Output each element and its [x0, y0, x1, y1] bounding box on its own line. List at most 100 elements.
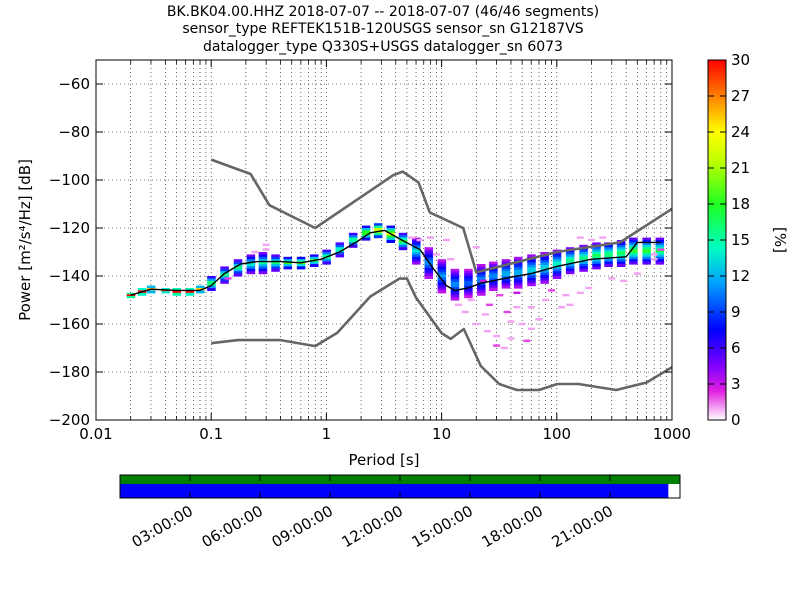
psd-density-cell: [172, 292, 182, 296]
psd-density-cell: [527, 275, 536, 279]
psd-density-cell: [322, 249, 331, 253]
psd-density-cell: [398, 247, 408, 251]
psd-outlier-cell: [496, 294, 504, 297]
colorbar: 0 3 6 9 12 15 18 21 24 27 30 [%]: [707, 51, 789, 429]
psd-density-cell: [655, 261, 665, 265]
psd-outlier-cell: [503, 310, 511, 314]
psd-outlier-cell: [558, 306, 566, 309]
psd-outlier-cell: [479, 279, 487, 282]
psd-outlier-cell: [472, 322, 480, 326]
psd-outlier-cell: [447, 258, 455, 261]
psd-outlier-cell: [454, 303, 462, 306]
psd-density-cell: [642, 244, 651, 248]
psd-density-cell: [464, 290, 473, 294]
psd-density-cell: [477, 264, 486, 268]
psd-density-cell: [348, 240, 358, 243]
psd-density-cell: [629, 254, 638, 258]
coverage-time-label: 18:00:00: [479, 502, 546, 551]
psd-density-cell: [424, 257, 434, 261]
psd-density-cell: [283, 261, 293, 265]
psd-density-cell: [540, 280, 549, 284]
y-tick-label: −100: [49, 171, 90, 189]
psd-outlier-cell: [513, 291, 521, 294]
psd-density-cell: [477, 277, 486, 281]
psd-density-cell: [552, 271, 562, 275]
x-tick-label: 0.01: [79, 425, 112, 443]
plot-frame: [95, 59, 673, 421]
psd-density-cell: [450, 294, 460, 298]
psd-density-cell: [604, 244, 613, 248]
psd-outlier-cell: [500, 346, 508, 350]
psd-density-cell: [552, 254, 562, 258]
colorbar-tick-label: 0: [731, 411, 741, 429]
psd-density-cell: [424, 255, 434, 259]
psd-density-cell: [604, 254, 613, 258]
psd-density-cell: [450, 279, 460, 283]
nlnm-curve: [211, 277, 672, 392]
psd-density-cell: [629, 244, 638, 248]
psd-density-cell: [437, 282, 447, 286]
psd-outlier-cell: [576, 236, 584, 239]
psd-density-cell: [424, 262, 434, 266]
psd-density-cell: [501, 259, 511, 263]
psd-density-cell: [477, 266, 486, 270]
psd-density-cell: [464, 276, 473, 279]
psd-density-cell: [146, 285, 156, 289]
psd-outlier-cell: [408, 236, 416, 239]
psd-density-cell: [629, 252, 638, 255]
psd-density-cell: [137, 292, 147, 296]
colorbar-tick-label: 18: [731, 195, 750, 213]
psd-density-cell: [540, 275, 549, 279]
psd-density-cell: [552, 256, 562, 260]
psd-density-cell: [655, 242, 665, 246]
colorbar-tick-label: 15: [731, 231, 750, 249]
psd-density-cell: [233, 268, 243, 272]
psd-density-cell: [424, 270, 434, 274]
psd-density-cell: [348, 235, 358, 239]
psd-density-cell: [296, 256, 306, 260]
psd-density-cell: [655, 249, 665, 253]
y-tick-label: −60: [58, 75, 90, 93]
psd-density-cell: [540, 270, 549, 274]
psd-density-cell: [642, 247, 651, 251]
psd-density-cell: [348, 244, 358, 248]
psd-density-cell: [616, 247, 626, 251]
psd-density-cell: [450, 281, 460, 285]
psd-density-cell: [513, 267, 523, 271]
psd-density-cell: [246, 264, 256, 267]
psd-density-cell: [373, 235, 383, 239]
y-tick-label: −180: [49, 363, 90, 381]
psd-density-cell: [348, 237, 358, 241]
psd-outlier-cell: [461, 310, 469, 314]
psd-outlier-cell: [542, 298, 550, 302]
psd-density-cell: [489, 273, 498, 277]
psd-density-cell: [386, 237, 395, 241]
psd-density-cell: [373, 232, 383, 236]
psd-density-cell: [271, 259, 280, 263]
psd-density-cell: [361, 235, 371, 239]
psd-density-cell: [373, 223, 383, 227]
psd-density-cell: [655, 252, 665, 255]
psd-density-cell: [527, 267, 536, 271]
psd-density-cell: [161, 291, 170, 294]
psd-density-cell: [513, 282, 523, 286]
y-tick-label: −160: [49, 315, 90, 333]
mean-psd-curve-group: [130, 229, 661, 296]
psd-density-cell: [424, 249, 434, 253]
x-axis-ticks: 0.01 0.1 1 10 100 1000: [79, 60, 691, 443]
psd-density-cell: [258, 252, 268, 255]
psd-outlier-cell: [493, 344, 501, 347]
psd-outlier-cell: [548, 289, 556, 292]
psd-density-cell: [412, 244, 421, 248]
psd-density-cell: [565, 264, 575, 267]
psd-density-cell: [616, 264, 626, 267]
psd-density-cell: [450, 289, 460, 293]
psd-density-cell: [592, 242, 601, 246]
coverage-time-label: 21:00:00: [549, 502, 616, 551]
psd-density-cell: [579, 244, 588, 248]
psd-density-cell: [412, 242, 421, 246]
psd-density-cell: [579, 254, 588, 258]
psd-density-cell: [565, 271, 575, 275]
psd-density-cell: [322, 252, 331, 255]
psd-density-cell: [527, 262, 536, 266]
